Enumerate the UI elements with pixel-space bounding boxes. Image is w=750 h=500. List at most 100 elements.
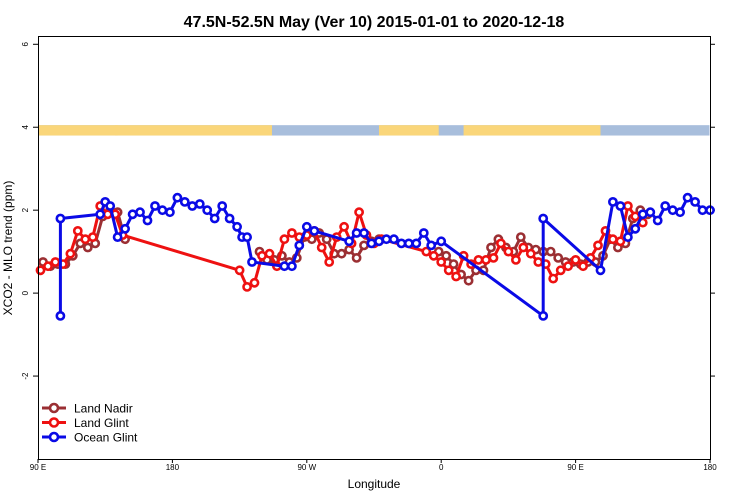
data-point (359, 228, 369, 238)
data-point (511, 254, 521, 265)
ocean-band (38, 125, 710, 136)
data-point (682, 192, 693, 203)
data-point (515, 232, 526, 242)
land-band-segment (115, 125, 272, 136)
x-tick-label: 180 (166, 463, 180, 472)
data-point (403, 238, 414, 249)
data-point (194, 199, 205, 209)
data-point (43, 261, 53, 272)
data-point (142, 215, 153, 226)
data-point (344, 236, 354, 247)
data-point (645, 207, 656, 218)
data-point (55, 213, 66, 224)
data-point (451, 271, 461, 282)
data-point (279, 234, 290, 245)
data-point (426, 240, 437, 251)
data-point (615, 201, 626, 211)
legend-label: Ocean Glint (74, 431, 138, 445)
data-point (428, 250, 439, 261)
legend-label: Land Glint (74, 416, 129, 430)
land-band-segment (38, 125, 118, 136)
data-point (660, 201, 671, 211)
legend-marker (48, 417, 60, 428)
y-tick-label: 0 (21, 290, 30, 295)
data-point (481, 254, 491, 265)
data-point (286, 261, 297, 272)
y-tick-label: 2 (21, 207, 30, 212)
data-point (463, 275, 474, 286)
data-point (486, 242, 496, 253)
x-axis-label: Longitude (348, 477, 401, 491)
data-point (441, 250, 452, 261)
data-point (593, 240, 603, 251)
data-point (495, 238, 506, 249)
data-point (563, 261, 573, 272)
data-point (351, 252, 362, 263)
data-point (339, 221, 349, 232)
x-tick-label: 90 W (297, 463, 316, 472)
data-point (518, 242, 529, 253)
data-point (264, 248, 275, 259)
data-point (538, 213, 549, 224)
land-band-segment (463, 125, 601, 136)
data-point (381, 234, 392, 245)
x-tick-label: 90 E (30, 463, 46, 472)
x-tick-label: 90 E (567, 463, 583, 472)
data-point (324, 257, 335, 267)
y-tick-label: -2 (21, 372, 30, 380)
data-point (608, 234, 618, 245)
data-point (50, 257, 61, 267)
data-point (667, 205, 678, 216)
data-point (630, 223, 641, 234)
data-point (473, 254, 484, 265)
data-point (436, 236, 447, 247)
chart-title: 47.5N-52.5N May (Ver 10) 2015-01-01 to 2… (184, 14, 565, 31)
data-point (538, 310, 549, 321)
data-point (35, 265, 46, 276)
plot-frame (38, 36, 711, 460)
data-point (232, 221, 242, 232)
data-point (112, 232, 123, 242)
data-point (623, 232, 633, 242)
data-point (418, 228, 429, 238)
data-point (443, 265, 454, 276)
data-point (209, 213, 220, 224)
data-point (697, 205, 708, 216)
y-tick-label: 4 (21, 124, 30, 129)
data-point (690, 196, 700, 207)
data-point (257, 250, 267, 261)
legend-label: Land Nadir (74, 402, 133, 416)
data-point (388, 234, 399, 245)
data-point (316, 242, 327, 253)
data-point (95, 209, 106, 220)
data-point (488, 252, 499, 263)
y-tick-label: 6 (21, 42, 30, 47)
data-point (301, 221, 312, 232)
data-point (179, 196, 190, 207)
x-tick-label: 0 (439, 463, 444, 472)
plot-area: -2 0 2 4 6 90 E 180 90 W 0 90 E 180 (21, 42, 717, 472)
data-point (570, 254, 581, 265)
data-point (80, 234, 91, 245)
data-point (608, 196, 618, 207)
data-point (247, 257, 257, 267)
data-point (545, 246, 556, 257)
data-point (72, 225, 83, 236)
data-point (105, 201, 116, 211)
data-point (578, 261, 588, 272)
data-point (135, 207, 145, 218)
data-point (157, 205, 168, 216)
data-point (217, 201, 228, 211)
data-point (436, 257, 447, 267)
data-point (336, 248, 347, 259)
x-tick-label: 180 (703, 463, 717, 472)
data-point (615, 236, 626, 247)
legend-marker (48, 431, 60, 443)
data-point (286, 228, 297, 238)
data-point (623, 201, 633, 211)
data-point (553, 252, 564, 263)
data-point (548, 273, 559, 284)
data-point (242, 232, 252, 242)
